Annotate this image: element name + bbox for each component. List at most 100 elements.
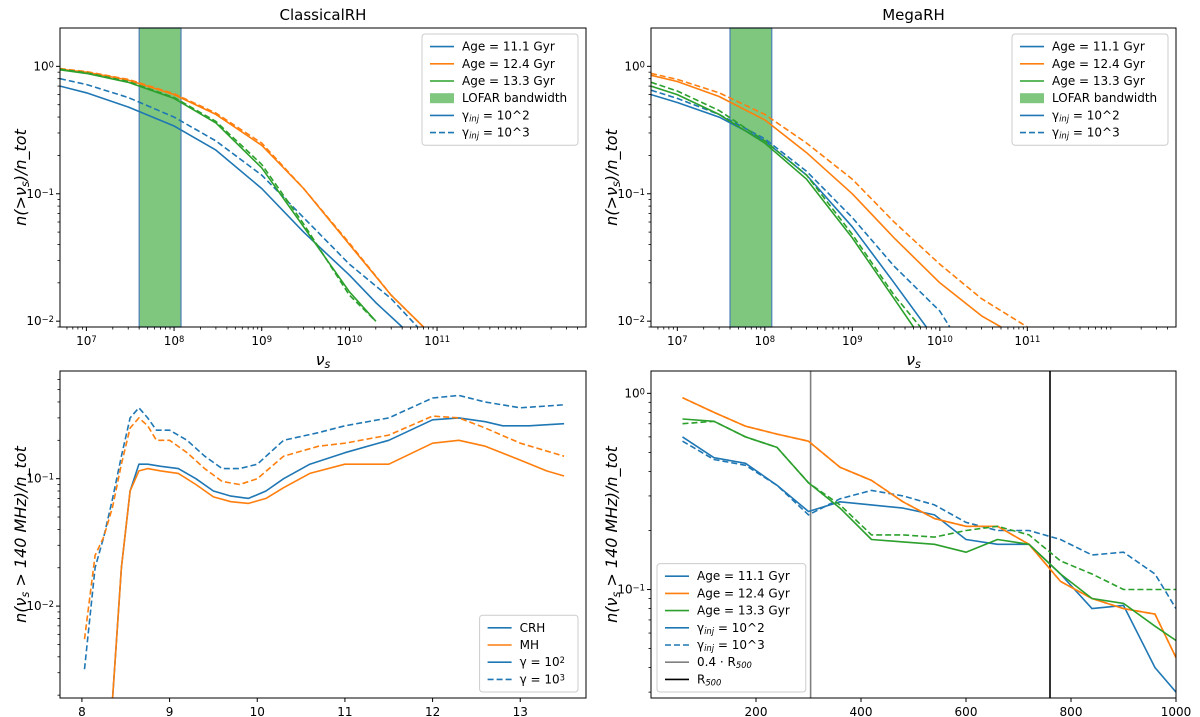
x-axis-label: νs <box>316 350 331 371</box>
axes-frame <box>59 27 587 328</box>
series-line <box>83 415 565 640</box>
series-line <box>651 93 927 327</box>
series-line <box>60 77 419 327</box>
x-tick-label: 109 <box>842 334 863 348</box>
legend-label: CRH <box>520 621 546 635</box>
legend-label: γ = 103 <box>520 672 565 686</box>
legend-label: Age = 13.3 Gyr <box>1052 74 1145 88</box>
series-line <box>60 67 425 327</box>
series-line <box>60 68 425 327</box>
chart-title: ClassicalRH <box>280 6 367 24</box>
legend-label: Age = 11.1 Gyr <box>462 40 555 54</box>
y-axis-label: n(νs > 140 MHz)/n_tot <box>602 445 623 622</box>
lofar-band <box>138 27 182 328</box>
series-line <box>651 89 951 327</box>
legend-label: R500 <box>697 672 721 687</box>
legend: Age = 11.1 Gyr Age = 12.4 Gyr Age = 13.3 G… <box>656 563 807 693</box>
legend-label: γinj = 10^3 <box>1052 126 1120 141</box>
series-group <box>682 396 1176 693</box>
legend-label: Age = 11.1 Gyr <box>1052 40 1145 54</box>
legend-label: Age = 12.4 Gyr <box>462 57 555 71</box>
y-tick-label: 10−1 <box>617 187 645 201</box>
x-axis-label: νs <box>906 350 921 371</box>
legend-label: γinj = 10^3 <box>462 126 530 141</box>
y-tick-label: 10−1 <box>26 187 54 201</box>
series-line <box>682 418 1176 642</box>
panel-p1: 107 108 109 1010 1011 10−2 10−1 100 ClassicalRH ν… <box>11 6 587 371</box>
legend-box <box>421 33 579 146</box>
legend: Age = 11.1 Gyr Age = 12.4 Gyr Age = 13.3 G… <box>1011 33 1169 146</box>
x-tick-label: 107 <box>76 334 97 348</box>
x-tick-label: 9 <box>166 705 174 717</box>
x-tick-label: 13 <box>513 705 528 717</box>
x-tick-label: 108 <box>164 334 185 348</box>
series-group <box>83 394 565 698</box>
axes-frame <box>650 27 1177 328</box>
legend: Age = 11.1 Gyr Age = 12.4 Gyr Age = 13.3 G… <box>421 33 579 146</box>
panel-p2: 107 108 109 1010 1011 10−2 10−1 100 MegaRH νs n(>ν… <box>602 6 1177 371</box>
series-line <box>682 396 1176 658</box>
legend-label: 0.4 · R500 <box>697 655 752 670</box>
legend-label: Age = 12.4 Gyr <box>1052 57 1145 71</box>
x-tick-label: 10 <box>250 705 265 717</box>
series-line <box>651 72 1028 327</box>
x-tick-label: 1011 <box>424 334 450 348</box>
legend-label: LOFAR bandwidth <box>1052 91 1157 105</box>
y-tick-label: 10−1 <box>617 583 645 597</box>
series-line <box>682 420 1176 591</box>
series-line <box>682 440 1176 610</box>
legend-box <box>656 563 807 693</box>
y-tick-label: 100 <box>624 386 645 400</box>
x-tick-label: 8 <box>78 705 86 717</box>
series-line <box>651 74 1002 327</box>
legend-label: LOFAR bandwidth <box>462 91 567 105</box>
x-tick-label: 1000 <box>1161 705 1192 717</box>
x-tick-label: 1011 <box>1014 334 1040 348</box>
legend-swatch <box>1020 93 1044 104</box>
x-tick-label: 12 <box>425 705 440 717</box>
legend-label: Age = 11.1 Gyr <box>697 569 790 583</box>
y-tick-label: 10−2 <box>26 599 54 613</box>
y-tick-label: 100 <box>624 59 645 73</box>
series-line <box>111 439 565 698</box>
legend-label: Age = 12.4 Gyr <box>697 586 790 600</box>
chart-title: MegaRH <box>882 6 945 24</box>
y-axis-label: n(>νs)/n_tot <box>602 128 623 225</box>
x-tick-label: 400 <box>850 705 873 717</box>
x-tick-label: 109 <box>251 334 272 348</box>
y-tick-label: 100 <box>33 59 54 73</box>
series-line <box>60 69 377 322</box>
y-tick-label: 10−2 <box>617 314 645 328</box>
legend-label: γinj = 10^2 <box>1052 108 1120 123</box>
axes-frame <box>59 370 587 699</box>
x-tick-label: 108 <box>755 334 776 348</box>
y-axis-label: n(νs > 140 MHz)/n_tot <box>11 445 32 622</box>
y-tick-label: 10−2 <box>26 314 54 328</box>
legend-swatch <box>430 93 454 104</box>
lofar-band <box>729 27 773 328</box>
legend-label: MH <box>520 638 539 652</box>
legend-box <box>479 614 579 693</box>
legend-label: γinj = 10^2 <box>462 108 530 123</box>
x-tick-label: 1010 <box>927 334 953 348</box>
series-line <box>651 85 915 327</box>
y-tick-label: 10−1 <box>26 472 54 486</box>
x-tick-label: 1010 <box>336 334 362 348</box>
series-line <box>111 417 565 698</box>
x-tick-label: 600 <box>955 705 978 717</box>
series-line <box>60 68 377 322</box>
series-line <box>60 85 403 327</box>
series-line <box>83 394 565 670</box>
axes-frame <box>650 370 1177 699</box>
series-group <box>60 67 425 327</box>
legend-label: γinj = 10^3 <box>697 638 765 653</box>
x-tick-label: 107 <box>667 334 688 348</box>
series-line <box>651 81 922 327</box>
legend: CRH MH γ = 102 γ = 103 <box>479 614 579 693</box>
legend-label: Age = 13.3 Gyr <box>462 74 555 88</box>
x-tick-label: 200 <box>745 705 768 717</box>
x-tick-label: 11 <box>337 705 352 717</box>
